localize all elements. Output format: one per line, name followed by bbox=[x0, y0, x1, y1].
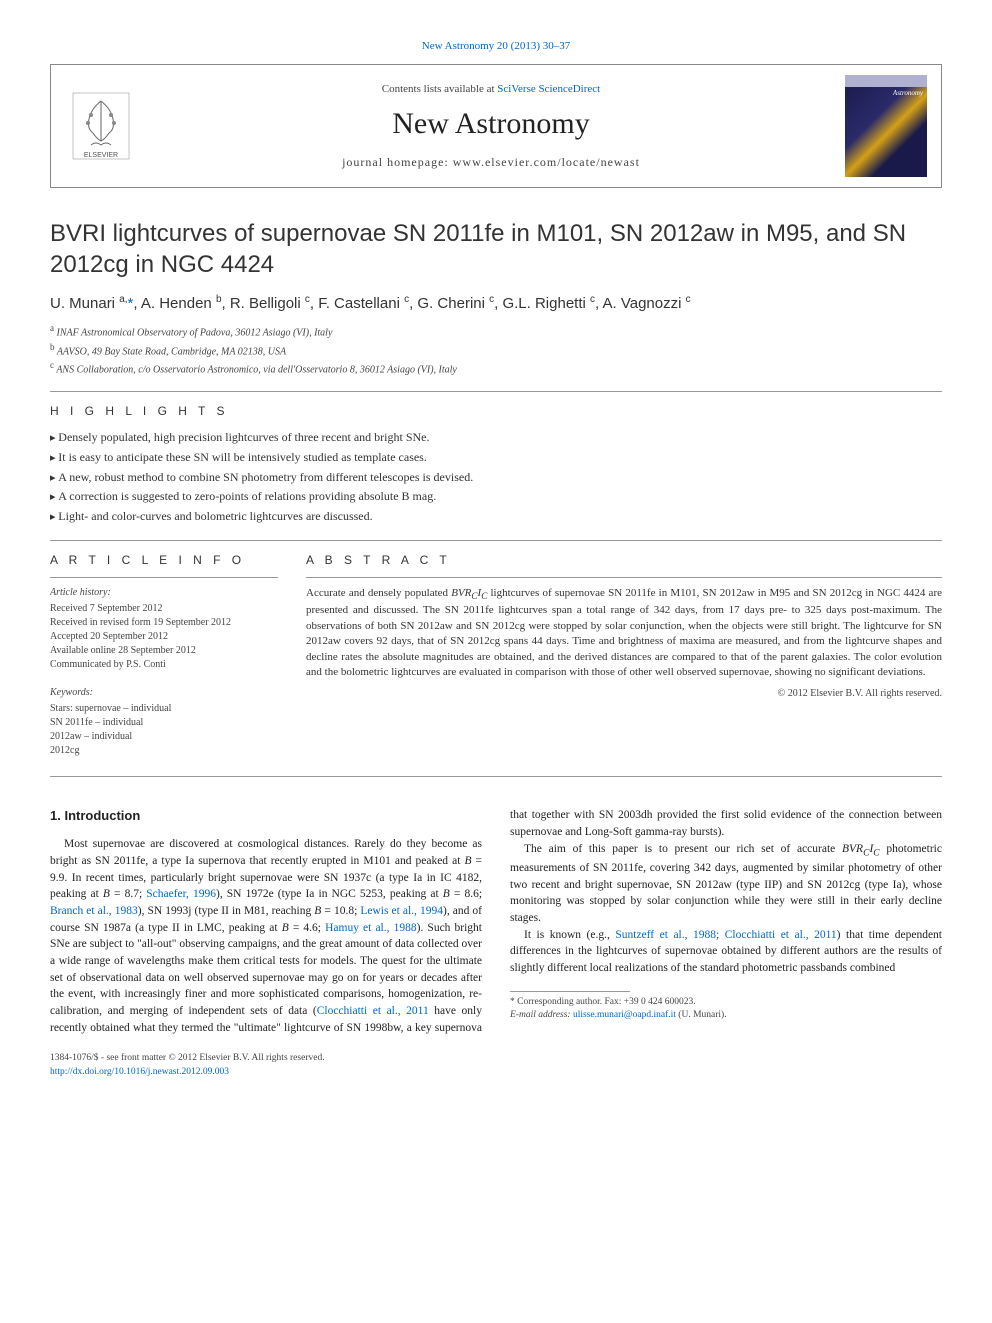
info-abstract-row: A R T I C L E I N F O Article history: R… bbox=[50, 553, 942, 758]
keyword-line: 2012cg bbox=[50, 744, 278, 758]
corresponding-author-note: * Corresponding author. Fax: +39 0 424 6… bbox=[510, 996, 942, 1009]
rule-after-abstract bbox=[50, 776, 942, 777]
doi-link[interactable]: http://dx.doi.org/10.1016/j.newast.2012.… bbox=[50, 1067, 229, 1077]
rule-info-top bbox=[50, 577, 278, 578]
email-label: E-mail address: bbox=[510, 1010, 573, 1020]
authors-line: U. Munari a,*, A. Henden b, R. Belligoli… bbox=[50, 294, 942, 312]
abstract-col: A B S T R A C T Accurate and densely pop… bbox=[306, 553, 942, 758]
history-header: Article history: bbox=[50, 586, 278, 600]
history-line: Received 7 September 2012 bbox=[50, 602, 278, 616]
journal-homepage: journal homepage: www.elsevier.com/locat… bbox=[151, 155, 831, 170]
highlight-item: A correction is suggested to zero-points… bbox=[50, 487, 942, 507]
email-link[interactable]: ulisse.munari@oapd.inaf.it bbox=[573, 1010, 676, 1020]
sciencedirect-link[interactable]: SciVerse ScienceDirect bbox=[497, 83, 600, 95]
history-line: Received in revised form 19 September 20… bbox=[50, 616, 278, 630]
body-section: 1. Introduction Most supernovae are disc… bbox=[50, 807, 942, 1036]
abstract-copyright: © 2012 Elsevier B.V. All rights reserved… bbox=[306, 688, 942, 699]
front-matter-line: 1384-1076/$ - see front matter © 2012 El… bbox=[50, 1052, 942, 1065]
introduction-heading: 1. Introduction bbox=[50, 807, 482, 826]
svg-text:ELSEVIER: ELSEVIER bbox=[84, 152, 118, 159]
highlight-item: Densely populated, high precision lightc… bbox=[50, 428, 942, 448]
keyword-lines: Stars: supernovae – individualSN 2011fe … bbox=[50, 702, 278, 758]
page-footer: 1384-1076/$ - see front matter © 2012 El… bbox=[50, 1052, 942, 1079]
rule-after-highlights bbox=[50, 540, 942, 541]
article-info-col: A R T I C L E I N F O Article history: R… bbox=[50, 553, 278, 758]
elsevier-logo: ELSEVIER bbox=[65, 83, 137, 169]
contents-prefix: Contents lists available at bbox=[382, 83, 497, 95]
highlight-item: A new, robust method to combine SN photo… bbox=[50, 468, 942, 488]
history-line: Accepted 20 September 2012 bbox=[50, 630, 278, 644]
keyword-line: Stars: supernovae – individual bbox=[50, 702, 278, 716]
email-line: E-mail address: ulisse.munari@oapd.inaf.… bbox=[510, 1009, 942, 1022]
highlights-label: H I G H L I G H T S bbox=[50, 404, 942, 418]
cover-label: Astronomy bbox=[845, 87, 927, 99]
contents-line: Contents lists available at SciVerse Sci… bbox=[151, 83, 831, 95]
homepage-url: www.elsevier.com/locate/newast bbox=[453, 155, 640, 169]
history-lines: Received 7 September 2012Received in rev… bbox=[50, 602, 278, 672]
article-info-label: A R T I C L E I N F O bbox=[50, 553, 278, 567]
keyword-line: SN 2011fe – individual bbox=[50, 716, 278, 730]
abstract-text: Accurate and densely populated BVRCIC li… bbox=[306, 586, 942, 680]
elsevier-tree-icon: ELSEVIER bbox=[71, 91, 131, 161]
keywords-header: Keywords: bbox=[50, 686, 278, 700]
keyword-line: 2012aw – individual bbox=[50, 730, 278, 744]
homepage-prefix: journal homepage: bbox=[342, 155, 453, 169]
footnote-rule bbox=[510, 991, 630, 992]
highlight-item: Light- and color-curves and bolometric l… bbox=[50, 507, 942, 527]
history-line: Available online 28 September 2012 bbox=[50, 644, 278, 658]
article-info-block: Article history: Received 7 September 20… bbox=[50, 586, 278, 758]
citation-header: New Astronomy 20 (2013) 30–37 bbox=[50, 40, 942, 52]
highlight-item: It is easy to anticipate these SN will b… bbox=[50, 448, 942, 468]
journal-name: New Astronomy bbox=[151, 107, 831, 141]
history-line: Communicated by P.S. Conti bbox=[50, 658, 278, 672]
body-paragraph: It is known (e.g., Suntzeff et al., 1988… bbox=[510, 927, 942, 977]
article-title: BVRI lightcurves of supernovae SN 2011fe… bbox=[50, 218, 942, 280]
body-paragraph: The aim of this paper is to present our … bbox=[510, 841, 942, 927]
highlights-list: Densely populated, high precision lightc… bbox=[50, 428, 942, 526]
abstract-label: A B S T R A C T bbox=[306, 553, 942, 567]
body-columns: 1. Introduction Most supernovae are disc… bbox=[50, 807, 942, 1036]
rule-abstract-top bbox=[306, 577, 942, 578]
citation-link[interactable]: New Astronomy 20 (2013) 30–37 bbox=[422, 40, 571, 52]
footnotes: * Corresponding author. Fax: +39 0 424 6… bbox=[510, 996, 942, 1023]
affiliations: a INAF Astronomical Observatory of Padov… bbox=[50, 322, 942, 377]
email-suffix: (U. Munari). bbox=[676, 1010, 727, 1020]
rule-after-affil bbox=[50, 391, 942, 392]
masthead: ELSEVIER Contents lists available at Sci… bbox=[50, 64, 942, 188]
masthead-center: Contents lists available at SciVerse Sci… bbox=[151, 83, 831, 170]
journal-cover-thumbnail: Astronomy bbox=[845, 75, 927, 177]
